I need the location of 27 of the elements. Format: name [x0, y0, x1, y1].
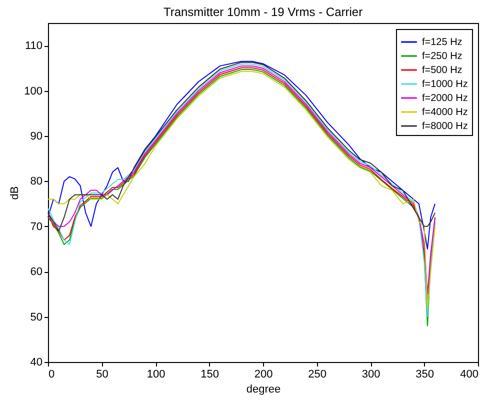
y-tick-label: 40: [30, 356, 42, 368]
legend-label: f=8000 Hz: [422, 121, 468, 132]
y-tick-label: 100: [24, 85, 42, 98]
x-axis-title: degree: [246, 384, 281, 396]
legend-label: f=250 Hz: [422, 51, 462, 62]
y-tick-label: 70: [30, 220, 42, 233]
legend-label: f=500 Hz: [422, 65, 462, 76]
x-tick-label: 0: [48, 368, 55, 380]
x-tick-label: 250: [308, 368, 326, 380]
y-tick-label: 80: [30, 176, 42, 188]
y-tick-label: 60: [30, 266, 42, 278]
x-tick-label: 100: [146, 368, 166, 380]
x-tick-label: 350: [416, 368, 434, 380]
legend-label: f=2000 Hz: [422, 93, 468, 104]
y-tick-label: 90: [30, 130, 42, 142]
x-tick-label: 50: [96, 368, 108, 380]
y-axis-title: dB: [9, 186, 22, 200]
legend-label: f=1000 Hz: [422, 79, 468, 90]
x-tick-label: 150: [200, 368, 219, 380]
legend-label: f=4000 Hz: [422, 107, 468, 118]
y-tick-label: 110: [24, 40, 42, 52]
chart-title: Transmitter 10mm - 19 Vrms - Carrier: [163, 5, 363, 19]
y-tick-label: 50: [30, 311, 42, 324]
x-tick-label: 200: [254, 368, 273, 380]
legend-label: f=125 Hz: [422, 37, 462, 48]
x-tick-label: 400: [460, 368, 478, 380]
x-tick-label: 300: [362, 368, 380, 380]
